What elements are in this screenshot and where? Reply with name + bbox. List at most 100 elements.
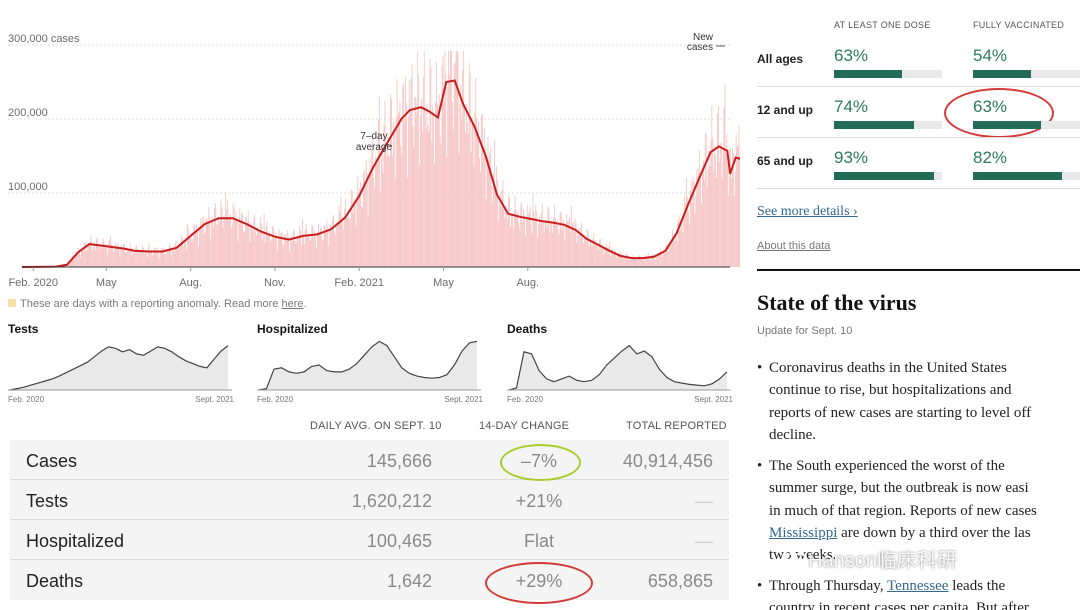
daily-case-bar — [331, 230, 332, 267]
daily-case-bar — [568, 221, 569, 267]
daily-case-bar — [468, 62, 470, 268]
daily-case-bar — [721, 178, 723, 267]
daily-case-bar — [221, 207, 223, 267]
daily-case-bar — [498, 202, 500, 267]
daily-case-bar — [492, 203, 494, 267]
daily-case-bar — [421, 98, 422, 268]
daily-case-bar — [140, 251, 142, 267]
daily-case-bar — [466, 122, 468, 267]
daily-case-bar — [270, 240, 272, 267]
daily-case-bar — [589, 241, 591, 267]
vax-one-dose-value: 63% — [834, 46, 869, 65]
about-this-data-link[interactable]: About this data — [757, 240, 831, 252]
daily-case-bar — [121, 244, 123, 267]
daily-case-bar — [546, 227, 548, 267]
daily-case-bar — [125, 252, 126, 267]
daily-case-bar — [475, 77, 477, 267]
anomaly-note-text: These are days with a reporting anomaly.… — [20, 298, 279, 310]
daily-case-bar — [453, 64, 455, 267]
daily-case-bar — [317, 232, 318, 267]
daily-case-bar — [86, 249, 88, 267]
daily-case-bar — [70, 260, 72, 267]
daily-case-bar — [504, 218, 506, 267]
daily-case-bar — [622, 259, 624, 267]
daily-case-bar — [319, 228, 321, 267]
daily-case-bar — [716, 177, 717, 267]
row-daily-avg: 1,642 — [386, 571, 432, 591]
daily-case-bar — [142, 247, 144, 267]
daily-case-bar — [555, 225, 557, 267]
daily-case-bar — [140, 253, 141, 267]
daily-case-bar — [539, 223, 541, 267]
daily-case-bar — [381, 148, 383, 267]
daily-case-bar — [698, 168, 700, 267]
daily-case-bar — [308, 233, 310, 267]
bullet-line: Mississippi are down by a third over the… — [769, 524, 1031, 541]
daily-case-bar — [628, 259, 629, 267]
daily-case-bar — [240, 220, 242, 267]
bullet-line: decline. — [769, 426, 817, 443]
daily-case-bar — [97, 247, 99, 267]
vax-one-dose-fill — [834, 172, 935, 180]
daily-case-bar — [106, 247, 108, 267]
daily-case-bar — [674, 234, 676, 267]
daily-case-bar — [675, 236, 677, 267]
daily-case-bar — [111, 244, 113, 267]
daily-case-bar — [82, 250, 84, 267]
header-at-least-one-dose: AT LEAST ONE DOSE — [834, 20, 931, 30]
row-daily-avg: 100,465 — [366, 531, 432, 551]
daily-case-bar — [169, 247, 171, 267]
daily-case-bar — [645, 256, 647, 267]
daily-case-bar — [316, 247, 318, 267]
daily-case-bar — [399, 101, 401, 267]
daily-case-bar — [281, 232, 283, 267]
tennessee-link[interactable]: Tennessee — [887, 578, 949, 594]
daily-case-bar — [579, 233, 581, 267]
daily-case-bar — [426, 103, 428, 267]
daily-case-bar — [665, 245, 667, 267]
daily-case-bar — [371, 149, 373, 267]
daily-case-bar — [469, 73, 471, 267]
see-more-details-link[interactable]: See more details › — [757, 204, 858, 219]
daily-case-bar — [157, 251, 159, 267]
daily-case-bar — [580, 227, 582, 267]
daily-case-bar — [679, 231, 681, 267]
daily-case-bar — [518, 223, 520, 267]
vax-full-value: 82% — [973, 148, 1008, 167]
daily-case-bar — [214, 203, 216, 267]
daily-case-bar — [581, 222, 583, 267]
daily-case-bar — [325, 231, 327, 267]
vax-full-bar — [973, 121, 1080, 129]
daily-case-bar — [701, 203, 702, 267]
daily-case-bar — [185, 249, 187, 267]
daily-case-bar — [229, 216, 230, 267]
mississippi-link[interactable]: Mississippi — [769, 524, 838, 541]
daily-case-bar — [617, 252, 619, 267]
daily-case-bar — [266, 220, 268, 267]
anomaly-read-more-link[interactable]: here — [281, 298, 304, 310]
daily-case-bar — [350, 189, 352, 267]
daily-case-bar — [209, 216, 211, 267]
daily-case-bar — [438, 93, 440, 267]
daily-case-bar — [642, 257, 643, 267]
daily-case-bar — [365, 159, 367, 267]
x-tick-label: Aug. — [516, 277, 539, 289]
daily-case-bar — [179, 247, 181, 267]
daily-case-bar — [510, 213, 512, 267]
daily-case-bar — [210, 238, 212, 267]
daily-case-bar — [363, 170, 365, 267]
daily-case-bar — [637, 260, 639, 267]
daily-case-bar — [703, 180, 705, 267]
daily-case-bar — [95, 238, 97, 267]
daily-case-bar — [560, 211, 562, 267]
daily-case-bar — [420, 115, 421, 268]
daily-case-bar — [137, 252, 139, 267]
daily-case-bar — [486, 162, 488, 267]
daily-case-bar — [529, 206, 531, 267]
daily-case-bar — [710, 139, 712, 267]
daily-case-bar — [341, 221, 343, 267]
daily-case-bar — [87, 243, 89, 267]
daily-case-bar — [183, 246, 185, 267]
daily-case-bar — [462, 69, 464, 268]
daily-case-bar — [515, 210, 517, 267]
